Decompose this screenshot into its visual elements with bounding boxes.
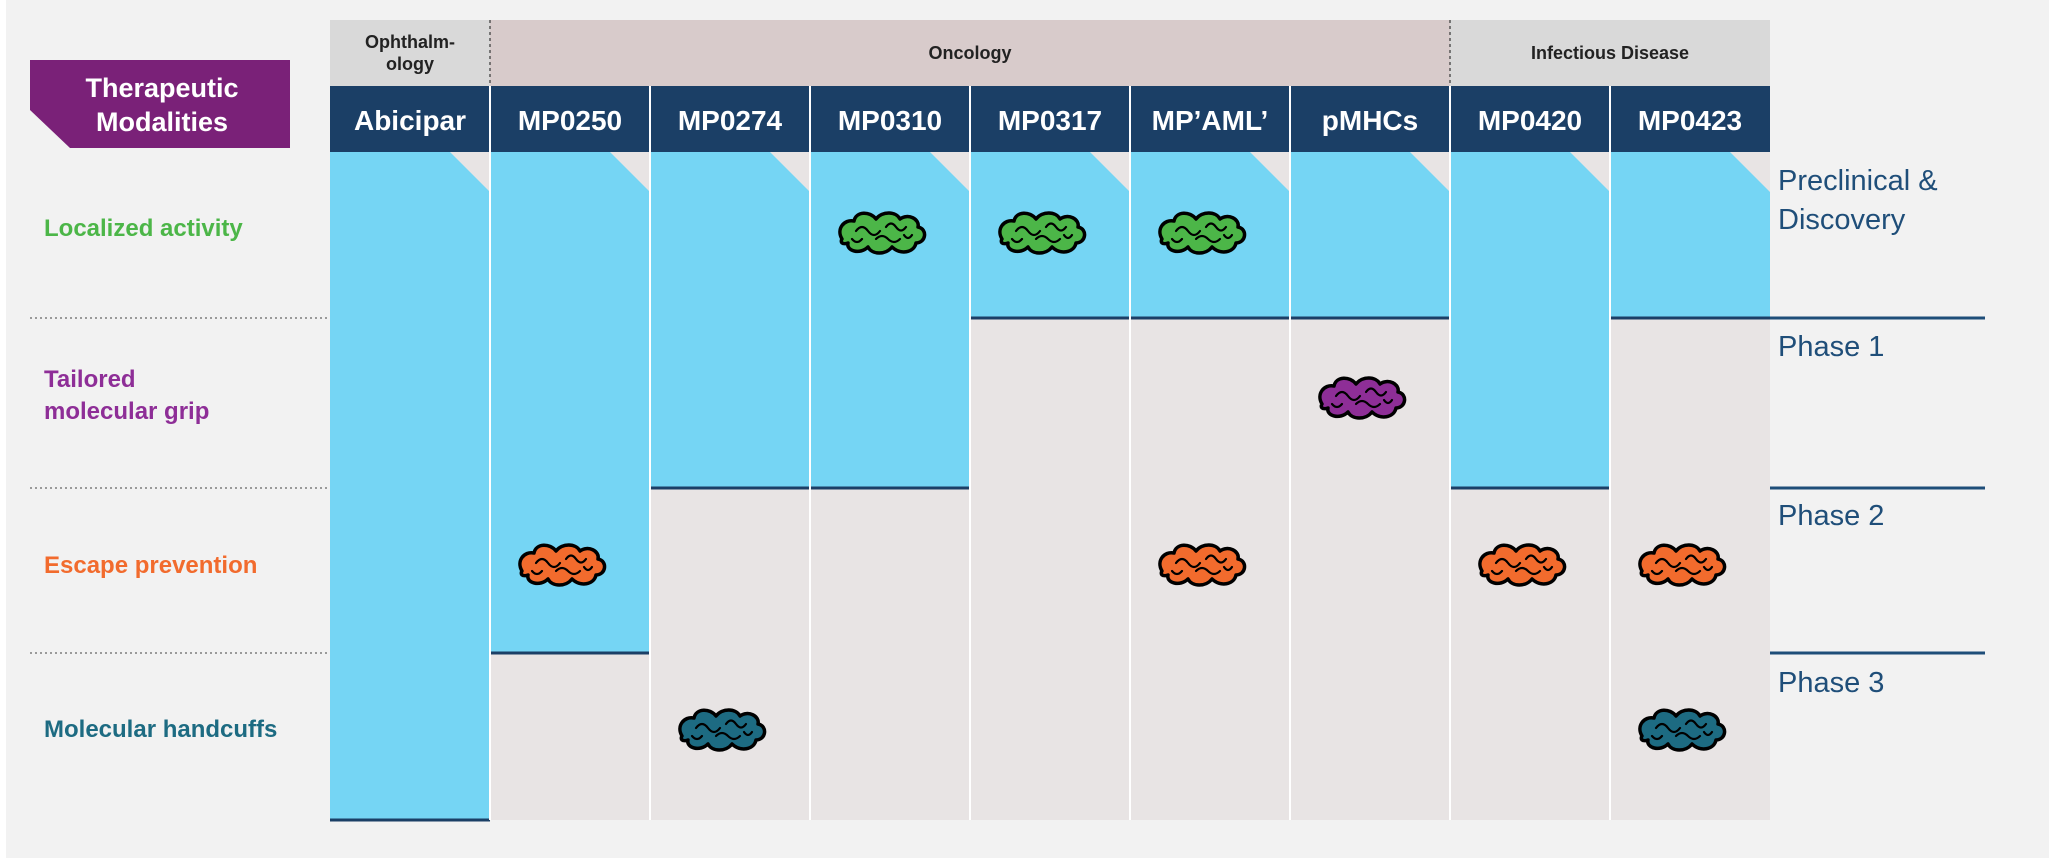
progress-bar-pmhcs — [1290, 152, 1450, 318]
program-label-mp0310: MP0310 — [838, 105, 942, 136]
category-cell-2 — [1450, 20, 1770, 86]
program-label-mp0420: MP0420 — [1478, 105, 1582, 136]
program-label-mp0423: MP0423 — [1638, 105, 1742, 136]
program-label-mp0317: MP0317 — [998, 105, 1102, 136]
phase-labels: Preclinical & Discovery Phase 1 Phase 2 Phas… — [1778, 165, 1938, 699]
phase-label-phase-2: Phase 2 — [1778, 500, 1884, 532]
category-label: ology — [386, 54, 434, 74]
program-label-mp0250: MP0250 — [518, 105, 622, 136]
progress-bar-abicipar — [330, 152, 490, 820]
progress-bar-mp0423 — [1610, 152, 1770, 318]
program-label-mp-aml: MP’AML’ — [1152, 105, 1269, 136]
grid-dividers — [30, 152, 1985, 820]
category-label: Oncology — [928, 43, 1011, 63]
program-header-background — [330, 86, 1770, 152]
modality-label-molecular-handcuffs: Molecular handcuffs — [44, 716, 277, 743]
badge-shape — [30, 60, 290, 148]
modality-labels: Localized activity Tailored molecular grip… — [44, 215, 277, 743]
modality-label-tailored-molecular-grip: Tailored — [44, 366, 136, 393]
modality-label-escape-prevention: Escape prevention — [44, 552, 257, 579]
progress-bar-mp0420 — [1450, 152, 1610, 488]
program-label-mp0274: MP0274 — [678, 105, 783, 136]
progress-bar-mp0250 — [490, 152, 650, 653]
progress-bar-mp0310 — [810, 152, 970, 488]
modality-label-tailored-molecular-grip: molecular grip — [44, 398, 209, 425]
progress-bar-mp0274 — [650, 152, 810, 488]
program-label-pmhcs: pMHCs — [1322, 105, 1418, 136]
phase-label-phase-1: Phase 1 — [1778, 331, 1884, 363]
badge-line-1: Therapeutic — [85, 73, 238, 103]
program-label-abicipar: Abicipar — [354, 105, 466, 136]
category-cell-1 — [490, 20, 1450, 86]
category-label: Infectious Disease — [1531, 43, 1689, 63]
phase-label-preclinical-discovery: Discovery — [1778, 204, 1906, 236]
therapeutic-modalities-badge: Therapeutic Modalities — [30, 60, 290, 148]
badge-line-2: Modalities — [96, 107, 228, 137]
category-cell-0 — [330, 20, 490, 86]
category-header-row: Ophthalm-ology Oncology Infectious Disease — [330, 20, 1770, 86]
phase-label-preclinical-discovery: Preclinical & — [1778, 165, 1938, 197]
progress-bars — [330, 152, 1770, 822]
phase-label-phase-3: Phase 3 — [1778, 667, 1884, 699]
program-header-row: Abicipar MP0250 MP0274 MP0310 MP0317 MP’AML’ p… — [330, 86, 1770, 152]
modality-label-localized-activity: Localized activity — [44, 215, 243, 242]
category-label: Ophthalm- — [365, 32, 455, 52]
